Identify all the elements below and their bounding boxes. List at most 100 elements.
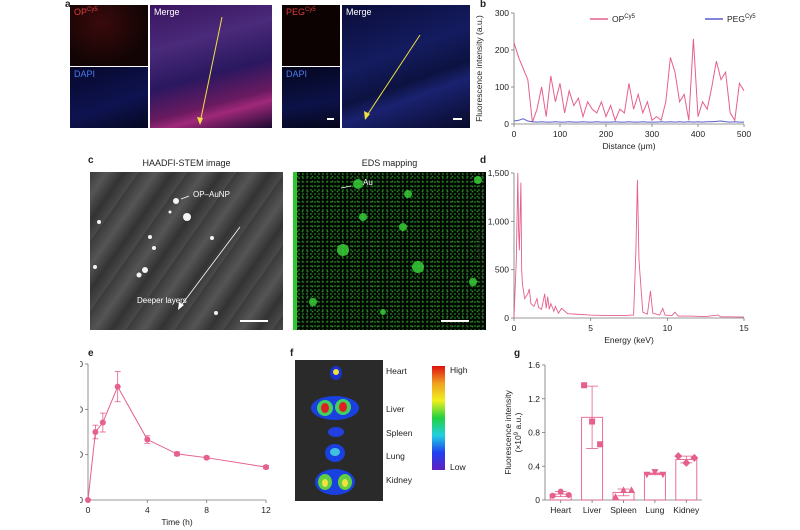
y-tick-label: 100	[495, 82, 509, 92]
chart-b-intensity-profile: 0 100 200 300 0 100 200 300 400 500 Distance (μm) F…	[474, 8, 756, 151]
op-cy5-image: OPCy5	[70, 5, 148, 66]
x-tick-label: 300	[645, 129, 659, 139]
data-point	[690, 453, 699, 462]
data-point	[92, 429, 99, 435]
data-point	[597, 441, 604, 448]
dapi-image-peg: DAPI	[282, 67, 340, 128]
profile-arrow-icon	[197, 16, 223, 125]
stem-image: OP–AuNP Deeper layers	[90, 172, 283, 330]
y-tick-label: 500	[495, 265, 509, 275]
au-clusters	[309, 176, 482, 322]
data-point	[144, 436, 151, 443]
panel-label-e: e	[88, 348, 94, 359]
deeper-layers-label: Deeper layers	[137, 296, 187, 305]
eds-title: EDS mapping	[361, 158, 418, 168]
series-line-op	[513, 38, 745, 123]
legend-label-op: OPCy5	[612, 14, 636, 24]
x-tick-label: Spleen	[610, 505, 637, 515]
chart-d-eds-spectrum: 0 500 1,000 1,500 0 5 10 15 Energy (keV) Counts	[472, 168, 749, 345]
x-tick-label: 4	[145, 505, 150, 515]
x-tick-label: Liver	[583, 505, 602, 515]
data-point	[565, 491, 572, 498]
panel-label-d: d	[480, 155, 487, 166]
x-tick-label: Heart	[550, 505, 571, 515]
series-line-peg	[513, 118, 744, 123]
au-label: Au	[363, 178, 373, 187]
y-axis-label: Counts	[472, 232, 482, 259]
data-point	[203, 454, 210, 461]
nanoparticles	[93, 195, 268, 322]
ex-vivo-organ-image	[295, 360, 383, 501]
x-axis-label: Distance (μm)	[602, 141, 655, 151]
y-axis-label: Fluorescence intensity (a.u.)	[474, 15, 484, 122]
y-tick-label: 0	[504, 119, 509, 129]
series-line	[87, 385, 267, 501]
organ-label-kidney: Kidney	[386, 475, 412, 485]
panel-label-g: g	[514, 348, 521, 359]
profile-arrow-icon	[364, 34, 421, 120]
x-tick-label: Lung	[645, 505, 664, 515]
data-point	[643, 471, 651, 479]
eds-image: Au	[293, 172, 486, 330]
panel-label-f: f	[290, 348, 294, 359]
color-scale-bar	[432, 366, 445, 470]
y-axis-label: Fluorescence intensity	[503, 389, 513, 474]
data-point	[85, 497, 91, 503]
data-point	[628, 486, 635, 493]
nanoparticle-label: OP–AuNP	[193, 190, 230, 199]
merge-label: Merge	[346, 7, 372, 17]
merge-image-op: Merge	[150, 5, 272, 128]
chart-g-organ-distribution: 0 0.4 0.8 1.2 1.6 Fluorescence intensity (×109…	[503, 360, 702, 515]
y-tick-label: 0	[535, 495, 540, 505]
panel-label-b: b	[480, 0, 487, 10]
x-tick-label: 0	[512, 323, 517, 333]
x-tick-label: 100	[553, 129, 567, 139]
scale-bar	[327, 118, 334, 120]
x-tick-label: 500	[737, 129, 751, 139]
y-tick-label: 240	[80, 404, 83, 414]
x-tick-label: 0	[512, 129, 517, 139]
x-tick-label: 12	[261, 505, 271, 515]
eds-edge	[293, 172, 297, 330]
x-tick-label: 8	[204, 505, 209, 515]
data-point	[589, 418, 596, 425]
y-tick-label: 300	[495, 8, 509, 18]
data-point	[620, 486, 627, 493]
y-tick-label: 120	[80, 450, 83, 460]
chart-e-time-course: 012024036004812Time (h)Fluorescence inte…	[80, 359, 271, 527]
data-point	[659, 471, 667, 479]
organ-label-heart: Heart	[386, 366, 407, 376]
y-tick-label: 0.8	[528, 428, 540, 438]
data-point	[174, 450, 180, 457]
peg-cy5-label: PEGCy5	[286, 7, 316, 17]
x-tick-label: 10	[663, 323, 673, 333]
organ-label-lung: Lung	[386, 451, 405, 461]
y-tick-label: 0	[80, 495, 83, 505]
dapi-label: DAPI	[286, 69, 308, 79]
x-axis-label: Energy (keV)	[604, 335, 654, 345]
data-point	[651, 469, 659, 476]
dapi-image-op: DAPI	[70, 67, 148, 128]
peg-cy5-image: PEGCy5	[282, 5, 340, 66]
data-point	[581, 382, 588, 389]
stem-title: HAADFI-STEM image	[142, 158, 231, 168]
dapi-label: DAPI	[74, 69, 96, 79]
data-point	[682, 458, 691, 467]
x-tick-label: 400	[691, 129, 705, 139]
scale-bar	[453, 118, 462, 120]
y-tick-label: 1,500	[488, 168, 510, 178]
data-point	[99, 419, 106, 426]
y-tick-label: 0.4	[528, 461, 540, 471]
merge-image-peg: Merge	[342, 5, 470, 128]
scale-low-label: Low	[450, 462, 466, 472]
data-point	[674, 452, 683, 461]
bar-lung	[643, 473, 666, 501]
y-tick-label: 1.2	[528, 394, 540, 404]
x-tick-label: 5	[588, 323, 593, 333]
data-point	[549, 492, 556, 499]
y-tick-label: 360	[80, 359, 83, 369]
scale-high-label: High	[450, 365, 468, 375]
x-tick-label: Kidney	[673, 505, 700, 515]
panel-label-a: a	[65, 0, 71, 10]
y-tick-label: 1,000	[488, 216, 510, 226]
